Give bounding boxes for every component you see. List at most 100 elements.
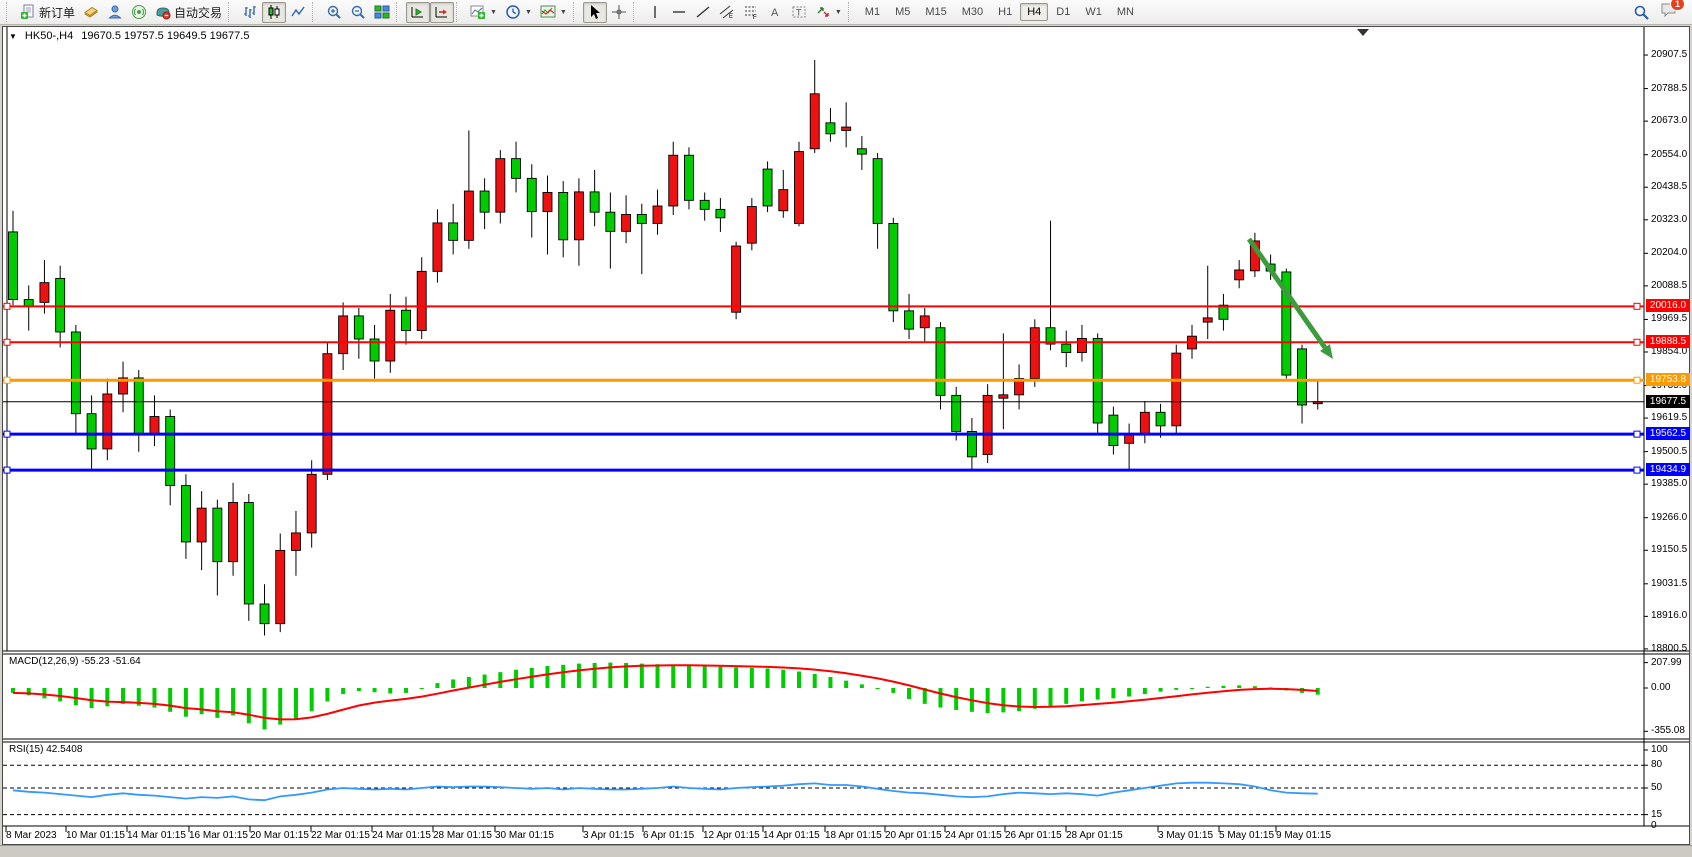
chart-symbol-timeframe: HK50-,H4 [24, 30, 74, 42]
macd-histogram-bar [655, 664, 660, 688]
macd-histogram-bar [1252, 686, 1257, 688]
candle-body [463, 190, 474, 241]
candle-body [196, 507, 207, 543]
line-chart-button[interactable] [286, 2, 310, 23]
macd-histogram-bar [686, 665, 691, 688]
signals-button[interactable] [127, 2, 151, 23]
candle-body [1202, 317, 1213, 323]
candle-body [904, 310, 914, 330]
candle-body [118, 377, 128, 395]
rsi-axis-tick: 0 [1651, 820, 1657, 831]
periods-button[interactable]: ▼ [501, 2, 536, 23]
candle-body [778, 189, 789, 212]
macd-histogram-bar [309, 688, 314, 712]
search-icon[interactable] [1633, 4, 1650, 21]
chart-shift-button[interactable] [430, 1, 455, 23]
hline-anchor[interactable] [1633, 376, 1641, 384]
rsi-axis-tick: 80 [1651, 759, 1663, 771]
auto-scroll-button[interactable] [406, 1, 431, 23]
vertical-line-icon [647, 4, 663, 20]
annotation-arrow-head [1320, 344, 1333, 359]
timeframe-button-mn[interactable]: MN [1116, 6, 1134, 18]
annotation-arrow-line[interactable] [1246, 237, 1328, 349]
hline-anchor[interactable] [1633, 466, 1641, 474]
line-chart-icon [290, 4, 306, 20]
zoom-in-button[interactable] [322, 2, 346, 23]
candle-body [605, 211, 616, 232]
arrows-tool-button[interactable]: ▼ [811, 2, 846, 23]
candle-body [55, 277, 66, 333]
candle-body [668, 154, 679, 207]
time-axis-label: 6 Apr 01:15 [643, 830, 695, 841]
horizontal-line-tool-button[interactable] [667, 2, 691, 23]
price-chart-canvas[interactable] [3, 27, 1689, 844]
macd-histogram-bar [105, 688, 110, 707]
timeframe-button-w1[interactable]: W1 [1085, 6, 1102, 18]
candle-body [338, 315, 349, 355]
timeframe-button-m1[interactable]: M1 [864, 6, 881, 18]
candle-body [306, 473, 317, 534]
template-icon [540, 4, 556, 20]
candle-body [149, 416, 160, 436]
macd-histogram-bar [1064, 688, 1069, 704]
hline-anchor[interactable] [3, 466, 11, 474]
text-tool-button[interactable]: A [763, 2, 787, 23]
price-axis-tick: 19266.0 [1651, 511, 1688, 523]
timeframe-button-m15[interactable]: M15 [925, 6, 947, 18]
vertical-line-tool-button[interactable] [643, 2, 667, 23]
timeframe-button-h1[interactable]: H1 [998, 6, 1013, 18]
hline-anchor[interactable] [1633, 302, 1641, 310]
trendline-tool-button[interactable] [691, 2, 715, 23]
macd-histogram-bar [1111, 688, 1116, 699]
candle-body [919, 315, 930, 329]
macd-histogram-bar [907, 688, 912, 699]
timeframe-button-d1[interactable]: D1 [1056, 6, 1071, 18]
indicators-button[interactable]: ▼ [466, 2, 501, 23]
time-axis-label: 20 Apr 01:15 [885, 830, 942, 841]
zoom-out-button[interactable] [346, 2, 370, 23]
chart-menu-triangle-icon[interactable]: ▼ [9, 31, 17, 41]
macd-histogram-bar [812, 673, 817, 688]
timeframe-button-m5[interactable]: M5 [895, 6, 911, 18]
timeframe-button-h4[interactable]: H4 [1020, 3, 1049, 21]
svg-text:A: A [771, 7, 779, 19]
timeframe-button-m30[interactable]: M30 [961, 6, 984, 18]
price-axis-tick: 19969.5 [1651, 313, 1688, 325]
hline-anchor[interactable] [1633, 430, 1641, 438]
autotrading-button[interactable]: 自动交易 [151, 2, 226, 23]
fibonacci-tool-button[interactable]: F [739, 2, 763, 23]
chart-window[interactable]: ▼ HK50-,H4 19670.5 19757.5 19649.5 19677… [2, 26, 1690, 845]
rsi-axis-tick: 50 [1651, 782, 1663, 793]
candle-body [636, 213, 647, 224]
chart-title: ▼ HK50-,H4 19670.5 19757.5 19649.5 19677… [9, 30, 249, 42]
candle-body [353, 315, 364, 340]
crosshair-button[interactable] [607, 2, 631, 23]
profile-button[interactable] [79, 2, 103, 23]
rsi-axis-tick: 15 [1651, 808, 1663, 820]
macd-histogram-bar [1142, 688, 1147, 695]
candle-body [228, 502, 239, 563]
chat-button[interactable]: 1 [1660, 0, 1685, 23]
new-order-button[interactable]: 新订单 [16, 2, 79, 23]
hline-anchor[interactable] [1633, 338, 1641, 346]
macd-histogram-bar [435, 683, 440, 688]
templates-button[interactable]: ▼ [536, 2, 571, 23]
hline-anchor[interactable] [3, 302, 11, 310]
tile-windows-button[interactable] [370, 2, 394, 23]
toolbar-separator [847, 2, 856, 22]
rsi-indicator-label: RSI(15) 42.5408 [9, 744, 83, 755]
candle-body [165, 416, 176, 487]
channel-tool-button[interactable]: E [715, 2, 739, 23]
macd-indicator-label: MACD(12,26,9) -55.23 -51.64 [9, 656, 141, 667]
community-button[interactable] [103, 2, 127, 23]
macd-histogram-bar [639, 663, 644, 688]
text-label-tool-button[interactable]: T [787, 2, 811, 23]
hline-anchor[interactable] [3, 376, 11, 384]
time-axis-label: 14 Apr 01:15 [763, 830, 820, 841]
cursor-button[interactable] [582, 1, 607, 23]
toolbar-right-group: 1 [1633, 0, 1688, 23]
bar-chart-button[interactable] [238, 2, 262, 23]
hline-anchor[interactable] [3, 430, 11, 438]
candlestick-chart-button[interactable] [262, 1, 287, 23]
hline-anchor[interactable] [3, 338, 11, 346]
